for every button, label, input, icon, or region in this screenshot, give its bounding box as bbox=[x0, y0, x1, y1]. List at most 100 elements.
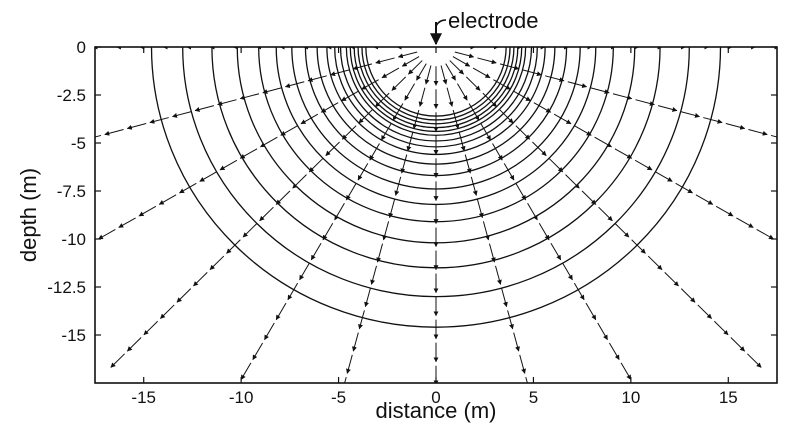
field-vector-arrow bbox=[657, 105, 678, 112]
field-vector-arrow bbox=[209, 255, 225, 271]
x-tick-label: 10 bbox=[621, 388, 640, 407]
field-vector-arrow bbox=[482, 92, 497, 108]
field-vector-arrow bbox=[527, 203, 538, 221]
field-vector-arrow bbox=[242, 223, 258, 238]
axes-ticks: -15 -10 -5 0 5 10 15 0 -2.5 -5 -7.5 -10 -12.5 -15 bbox=[47, 38, 777, 407]
field-vector-arrow bbox=[567, 81, 588, 89]
field-vector-arrow bbox=[513, 332, 520, 352]
field-vector-arrow bbox=[418, 87, 426, 107]
field-vector-arrow bbox=[695, 194, 714, 205]
field-vector-arrow bbox=[703, 117, 723, 124]
field-vector-arrow bbox=[345, 183, 357, 201]
field-vector-arrow bbox=[458, 132, 466, 152]
field-vector-arrow bbox=[344, 376, 347, 383]
field-vector-arrow bbox=[664, 272, 679, 287]
y-axis-title: depth (m) bbox=[16, 168, 41, 262]
field-vector-arrow bbox=[470, 176, 478, 196]
field-vector-arrow bbox=[585, 302, 597, 321]
field-vector-arrow bbox=[468, 103, 480, 121]
field-vector-arrow bbox=[341, 90, 359, 102]
field-vector-arrow bbox=[358, 310, 365, 330]
field-vector-arrow bbox=[299, 262, 310, 281]
field-vector-arrow bbox=[680, 288, 696, 303]
field-vector-arrow bbox=[725, 123, 746, 130]
field-vector-arrow bbox=[346, 354, 353, 374]
field-vector-arrow bbox=[307, 75, 327, 83]
field-vector-arrow bbox=[126, 123, 147, 130]
field-vector-arrow bbox=[264, 322, 275, 341]
field-vector-arrow bbox=[446, 87, 454, 107]
field-vector-arrow bbox=[608, 342, 620, 361]
field-vector-arrow bbox=[194, 105, 215, 112]
x-tick-label: 0 bbox=[431, 388, 440, 407]
field-vector-arrow bbox=[193, 272, 208, 287]
field-vector-arrow bbox=[454, 51, 475, 59]
field-vector-arrow bbox=[149, 117, 169, 124]
field-vector-arrow bbox=[361, 79, 379, 90]
field-vector-arrow bbox=[675, 182, 693, 194]
field-vector-arrow bbox=[369, 143, 380, 161]
field-vector-arrow bbox=[412, 109, 420, 130]
field-vector-arrow bbox=[590, 87, 610, 94]
field-vector-arrow bbox=[647, 255, 663, 271]
field-vector-arrow bbox=[330, 69, 350, 77]
field-vector-arrow bbox=[308, 157, 324, 173]
field-vector-arrow bbox=[594, 136, 612, 148]
field-vector-arrow bbox=[465, 76, 481, 91]
field-vector-arrow bbox=[300, 113, 319, 125]
field-vector-arrow bbox=[565, 174, 580, 189]
y-tick-label: -15 bbox=[61, 326, 86, 345]
field-vector-arrow bbox=[574, 125, 592, 136]
equipotential-line bbox=[182, 47, 690, 298]
field-vector-arrow bbox=[545, 75, 565, 83]
field-vector-arrow bbox=[397, 51, 418, 59]
field-vector-arrow bbox=[292, 174, 307, 189]
field-vector-arrow bbox=[680, 111, 700, 118]
field-vector-arrow bbox=[697, 304, 712, 319]
field-vector-arrow bbox=[736, 217, 754, 228]
field-vector-arrow bbox=[160, 304, 175, 319]
field-vector-arrow bbox=[562, 262, 573, 281]
field-vector-arrow bbox=[538, 223, 550, 241]
y-tick-label: -7.5 bbox=[57, 182, 86, 201]
field-vector-arrow bbox=[476, 198, 484, 219]
field-vector-arrow bbox=[631, 239, 646, 254]
field-vector-arrow bbox=[176, 288, 192, 303]
field-vector-arrow bbox=[388, 198, 396, 219]
field-vector-arrow bbox=[217, 99, 237, 106]
field-vector-arrow bbox=[364, 287, 371, 308]
field-vector-arrow bbox=[280, 125, 298, 136]
field-vector-arrow bbox=[445, 63, 456, 81]
y-tick-label: -5 bbox=[71, 134, 86, 153]
field-vector-arrow bbox=[515, 125, 531, 140]
field-vector-arrow bbox=[376, 243, 384, 263]
field-vector-arrow bbox=[375, 92, 390, 108]
field-vector-arrow bbox=[179, 182, 197, 194]
field-vector-arrow bbox=[391, 76, 407, 91]
field-vector-arrow bbox=[488, 243, 496, 263]
field-vector-arrow bbox=[440, 65, 448, 85]
field-vector-arrow bbox=[226, 239, 241, 254]
field-vector-arrow bbox=[620, 362, 632, 380]
x-tick-label: 15 bbox=[719, 388, 738, 407]
field-vector-arrow bbox=[357, 163, 369, 181]
field-vector-arrow bbox=[406, 132, 414, 152]
field-vector-arrow bbox=[776, 240, 777, 242]
field-vector-arrow bbox=[713, 320, 729, 336]
field-vector-arrow bbox=[635, 99, 655, 106]
field-vector-arrow bbox=[172, 111, 192, 118]
field-vector-arrow bbox=[472, 67, 491, 79]
field-vector-arrow bbox=[310, 242, 322, 261]
electrode-marker: electrode bbox=[430, 8, 539, 46]
field-vector-arrow bbox=[477, 57, 497, 65]
field-vector-arrow bbox=[158, 194, 177, 205]
x-tick-label: 5 bbox=[529, 388, 538, 407]
electrode-label: electrode bbox=[448, 8, 539, 33]
electrode-hook bbox=[435, 19, 447, 27]
field-vector-arrow bbox=[199, 171, 217, 182]
field-vector-arrow bbox=[655, 171, 673, 182]
field-vector-arrow bbox=[548, 157, 564, 173]
plot-content bbox=[95, 47, 777, 383]
field-vector-arrow bbox=[401, 56, 420, 67]
field-vector-arrow bbox=[770, 134, 777, 138]
